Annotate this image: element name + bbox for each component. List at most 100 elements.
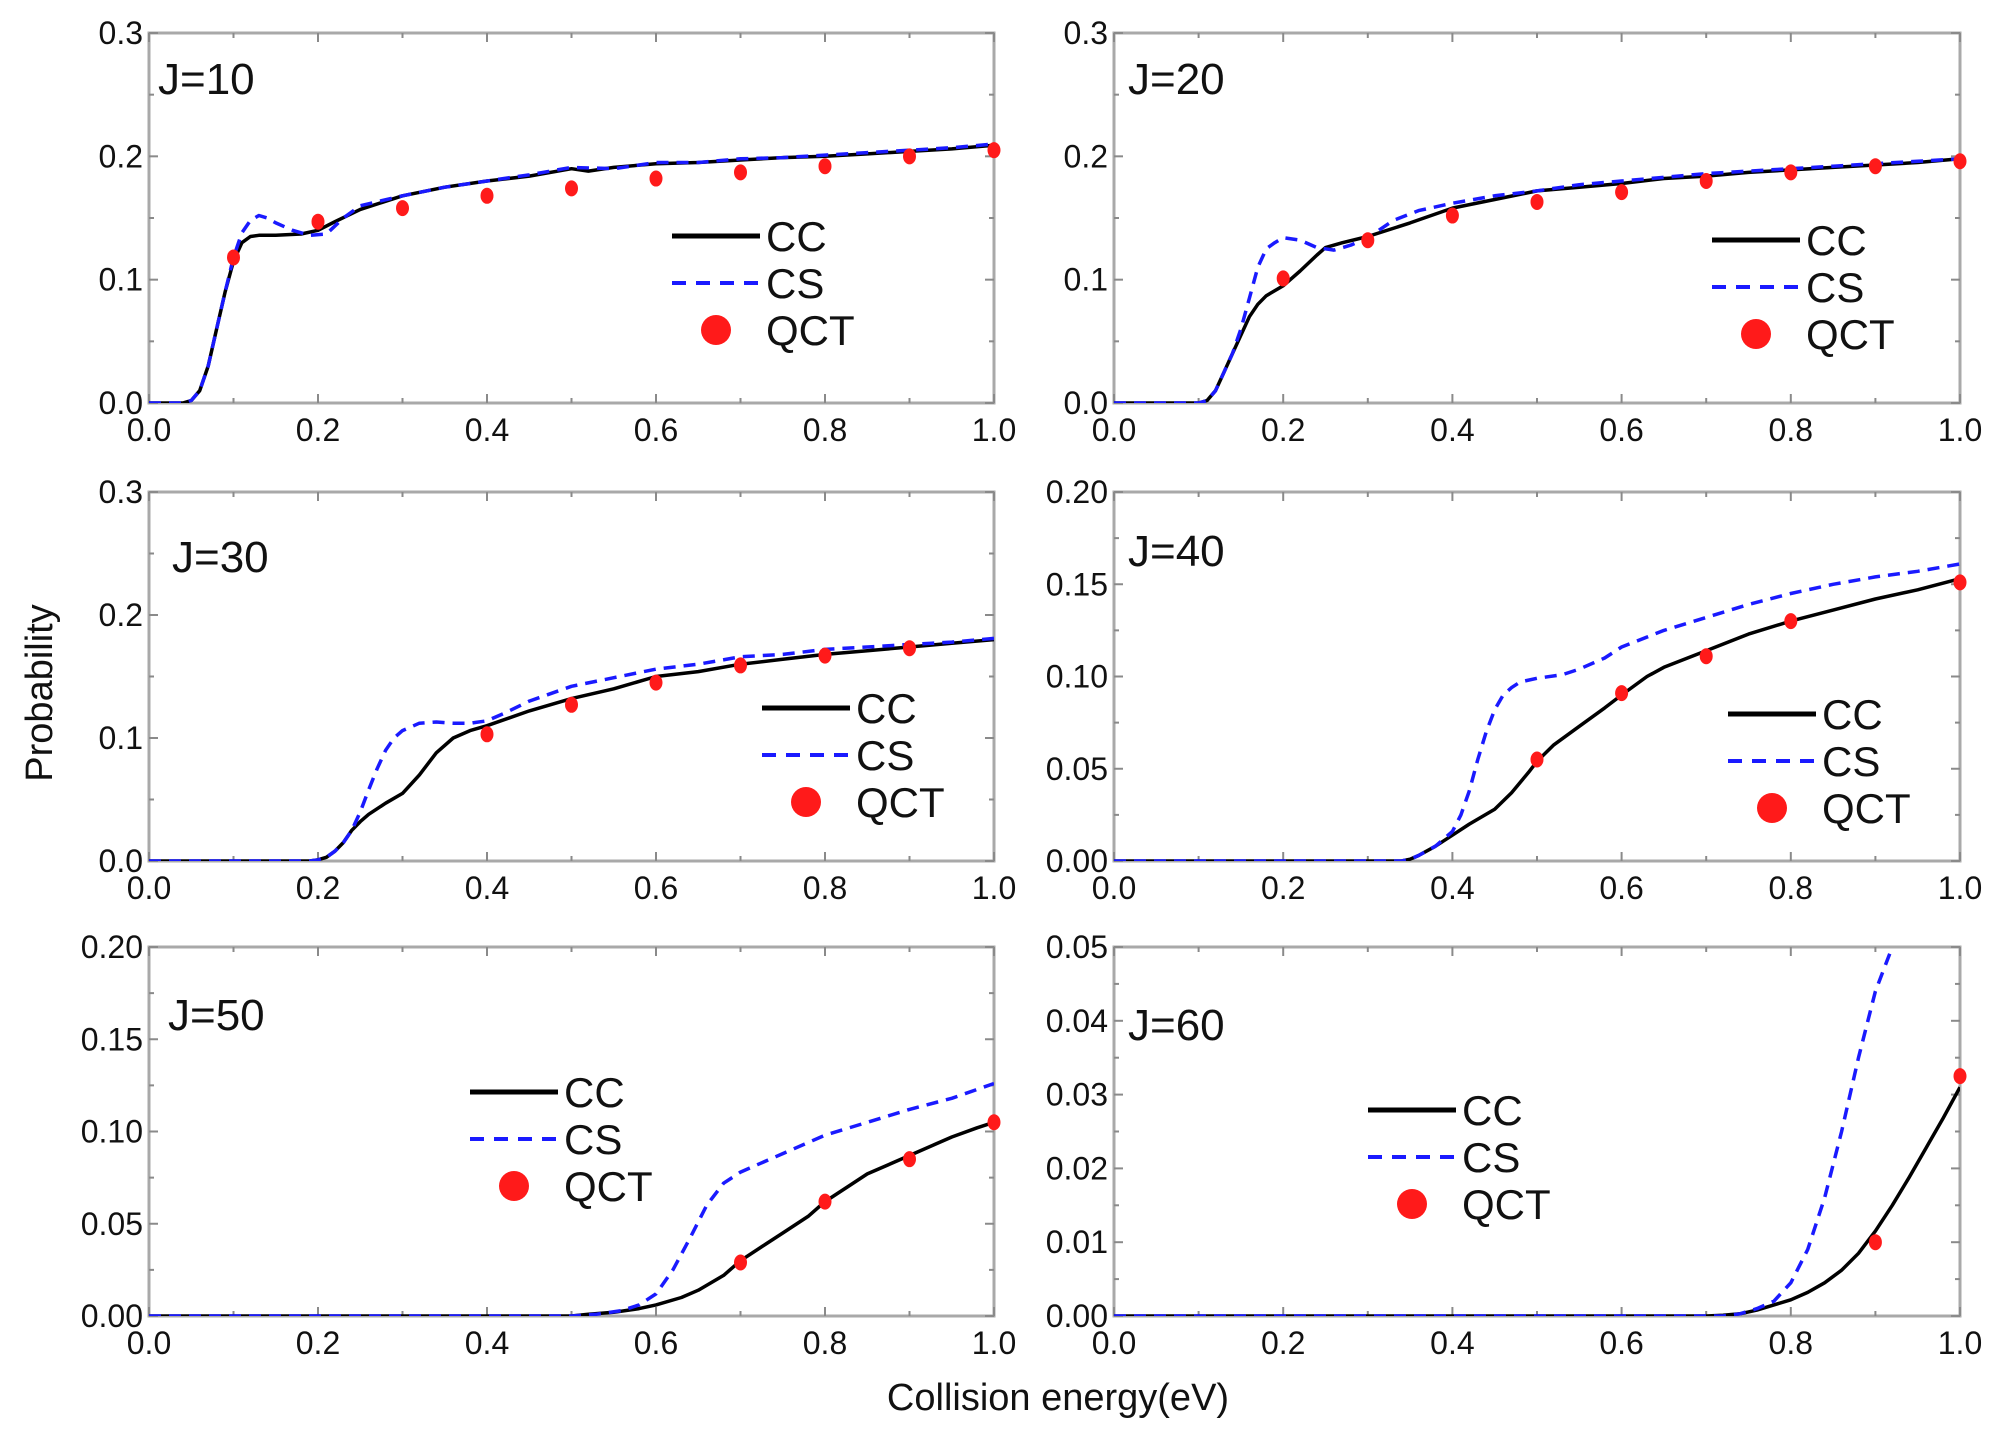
legend-label: CC [1822, 691, 1883, 738]
legend-label: QCT [856, 779, 945, 826]
legend-swatch-marker [1757, 793, 1787, 823]
legend-label: CC [564, 1069, 625, 1116]
plot-frame [1112, 490, 1962, 863]
qct-point [565, 696, 578, 713]
y-tick-label: 0.00 [1046, 843, 1108, 879]
qct-point [1953, 1068, 1967, 1085]
qct-point [1784, 613, 1798, 630]
x-tick-label: 0.8 [803, 412, 847, 448]
legend-label: CS [1462, 1134, 1520, 1181]
qct-point [818, 1193, 832, 1210]
legend-item-cs: CS [672, 260, 824, 307]
x-tick-label: 0.4 [465, 870, 509, 906]
x-tick-label: 0.4 [465, 1325, 509, 1361]
cc-curve [149, 1120, 994, 1316]
panel-j-10: 0.0 0.2 0.4 0.6 0.8 1.0 0.0 0.1 0.2 0.3 J=10 CCCSQC… [99, 15, 1017, 448]
qct-point [311, 213, 325, 230]
x-tick-label: 0.4 [1430, 1325, 1474, 1361]
qct-point [1361, 232, 1375, 249]
plot-frame [1112, 945, 1962, 1318]
legend-item-qct: QCT [499, 1163, 653, 1210]
qct-point [1615, 685, 1629, 702]
legend-label: QCT [766, 307, 855, 354]
x-tick-label: 0.8 [803, 1325, 847, 1361]
x-tick-label: 0.2 [296, 1325, 340, 1361]
panel-j-20: 0.0 0.2 0.4 0.6 0.8 1.0 0.0 0.1 0.2 0.3 J=20 CCCSQC… [1064, 15, 1983, 448]
x-tick-label: 1.0 [972, 870, 1016, 906]
legend-item-cc: CC [672, 213, 827, 260]
legend-label: CS [1806, 264, 1864, 311]
legend-item-cc: CC [1368, 1087, 1523, 1134]
x-tick-label: 0.2 [1261, 870, 1305, 906]
x-tick-label: 0.0 [127, 412, 171, 448]
qct-point [734, 1254, 747, 1271]
legend-item-cs: CS [1728, 738, 1880, 785]
qct-point [1784, 164, 1798, 181]
y-tick-label: 0.02 [1046, 1150, 1108, 1186]
qct-point [903, 640, 916, 657]
x-tick-label: 0.8 [1769, 1325, 1813, 1361]
qct-point [903, 1151, 916, 1168]
qct-point [480, 726, 494, 743]
qct-point [987, 1114, 1001, 1131]
cc-curve [149, 637, 994, 861]
legend-item-qct: QCT [1757, 785, 1911, 832]
legend-item-qct: QCT [701, 307, 855, 354]
plot-frame [147, 31, 996, 405]
qct-point [1699, 173, 1713, 189]
qct-point [1530, 193, 1544, 210]
x-tick-label: 0.2 [1261, 412, 1305, 448]
qct-point [1530, 751, 1544, 768]
panel-label: J=20 [1128, 55, 1225, 104]
x-tick-label: 1.0 [1938, 870, 1982, 906]
panel-j-30: 0.0 0.2 0.4 0.6 0.8 1.0 0.0 0.1 0.2 0.3 J=30 CCCSQC… [99, 474, 1017, 906]
x-tick-label: 0.0 [1092, 1325, 1136, 1361]
qct-point [734, 164, 747, 181]
qct-point [649, 674, 663, 691]
legend-item-cs: CS [762, 732, 914, 779]
x-tick-label: 0.4 [465, 412, 509, 448]
qct-point [227, 249, 240, 266]
y-tick-label: 0.10 [81, 1114, 143, 1150]
x-tick-label: 0.2 [296, 412, 340, 448]
plot-area [1114, 157, 1960, 403]
legend-label: CS [766, 260, 824, 307]
x-tick-label: 0.8 [1769, 412, 1813, 448]
qct-point [1868, 1234, 1882, 1251]
y-tick-label: 0.15 [1046, 566, 1108, 602]
x-tick-label: 0.6 [634, 412, 678, 448]
y-tick-label: 0.2 [1064, 138, 1108, 174]
qct-point [1868, 158, 1882, 175]
x-tick-label: 0.0 [127, 1325, 171, 1361]
x-tick-label: 0.0 [1092, 870, 1136, 906]
y-tick-label: 0.15 [81, 1021, 143, 1057]
qct-point [649, 170, 663, 187]
y-tick-label: 0.0 [99, 843, 143, 879]
qct-point [818, 647, 832, 664]
y-tick-label: 0.3 [1064, 15, 1108, 51]
cs-curve [1114, 947, 1894, 1316]
qct-point [903, 148, 916, 165]
qct-point [565, 180, 578, 197]
legend-swatch-marker [1397, 1189, 1427, 1219]
legend-label: CS [856, 732, 914, 779]
panel-label: J=40 [1128, 527, 1225, 576]
y-tick-label: 0.2 [99, 138, 143, 174]
qct-point [1445, 207, 1459, 224]
y-tick-label: 0.3 [99, 474, 143, 510]
cs-curve [1114, 157, 1960, 403]
legend-label: QCT [1806, 311, 1895, 358]
plot-frame [1112, 31, 1962, 405]
qct-point [1699, 648, 1713, 665]
x-tick-label: 0.6 [1599, 870, 1643, 906]
y-tick-label: 0.05 [81, 1206, 143, 1242]
panel-j-40: 0.0 0.2 0.4 0.6 0.8 1.0 0.00 0.05 0.10 0.15 0.20 J=… [1046, 474, 1983, 906]
x-tick-label: 1.0 [972, 412, 1016, 448]
legend-item-cc: CC [470, 1069, 625, 1116]
x-tick-label: 0.6 [634, 1325, 678, 1361]
